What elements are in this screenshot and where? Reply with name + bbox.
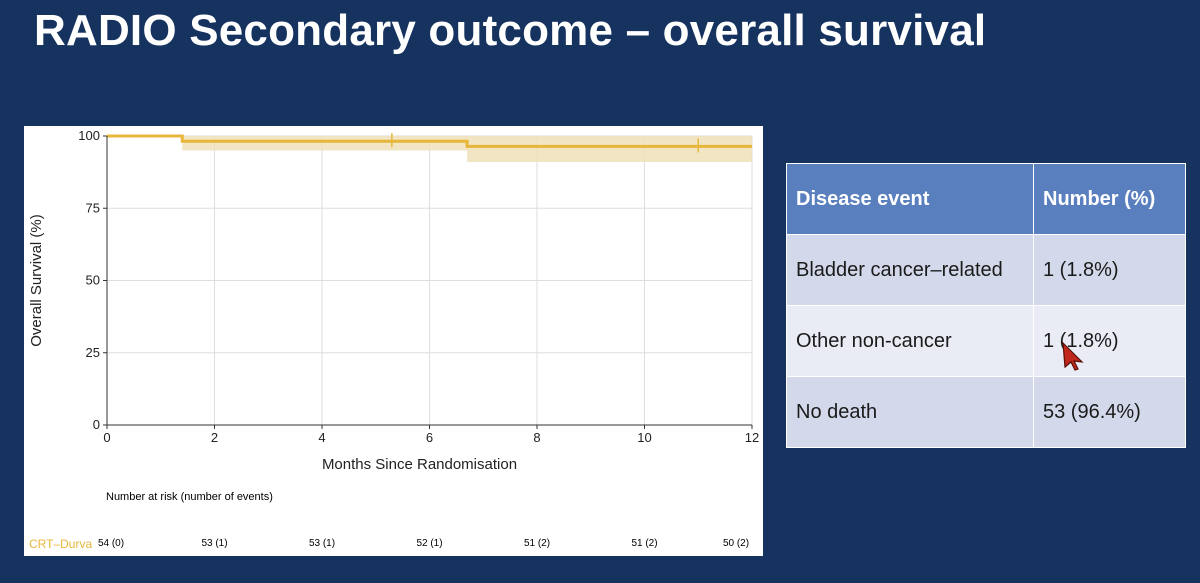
y-tick-label: 50: [86, 273, 100, 288]
x-tick-label: 6: [426, 430, 433, 445]
risk-table-value: 54 (0): [97, 538, 125, 549]
x-tick-label: 10: [637, 430, 651, 445]
survival-chart: 0 2 4 6 8 10 12 0 25 50 75 100 Months Since Randomis…: [28, 128, 759, 473]
risk-table-group-label: CRT–Durva: [29, 537, 93, 551]
risk-table-value: 52 (1): [416, 538, 443, 549]
survival-curve: [107, 134, 752, 148]
table-cell-number: 53 (96.4%): [1033, 376, 1186, 448]
y-tick-label: 0: [93, 417, 100, 432]
x-tick-label: 8: [533, 430, 540, 445]
y-tick-label: 75: [86, 200, 100, 215]
y-tick-label: 25: [86, 345, 100, 360]
table-cell-event: No death: [786, 376, 1034, 448]
disease-event-table: Disease event Number (%) Bladder cancer–…: [786, 163, 1186, 448]
slide-title: RADIO Secondary outcome – overall surviv…: [34, 6, 987, 55]
risk-table-value: 53 (1): [308, 538, 336, 549]
risk-table-value: 51 (2): [631, 538, 658, 549]
risk-table-value: 50 (2): [722, 538, 750, 549]
x-tick-label: 0: [103, 430, 110, 445]
x-axis-label: Months Since Randomisation: [322, 456, 517, 473]
x-tick-label: 2: [211, 430, 218, 445]
table-row: Other non-cancer 1 (1.8%): [786, 305, 1186, 377]
x-tick-label: 4: [318, 430, 325, 445]
risk-table-header: Number at risk (number of events): [106, 491, 273, 503]
table-cell-number: 1 (1.8%): [1033, 305, 1186, 377]
y-axis-label: Overall Survival (%): [28, 214, 45, 347]
x-tick-label: 12: [745, 430, 759, 445]
y-tick-label: 100: [78, 128, 100, 143]
survival-chart-panel: 0 2 4 6 8 10 12 0 25 50 75 100 Months Since Randomis…: [24, 126, 763, 556]
table-cell-number: 1 (1.8%): [1033, 234, 1186, 306]
table-header-event: Disease event: [786, 163, 1034, 235]
table-cell-event: Other non-cancer: [786, 305, 1034, 377]
risk-table-value: 51 (2): [523, 538, 551, 549]
table-row: No death 53 (96.4%): [786, 376, 1186, 448]
risk-table-value: 53 (1): [201, 538, 228, 549]
table-cell-event: Bladder cancer–related: [786, 234, 1034, 306]
table-header-number: Number (%): [1033, 163, 1186, 235]
table-row: Bladder cancer–related 1 (1.8%): [786, 234, 1186, 306]
mouse-pointer-icon: [1062, 341, 1084, 371]
